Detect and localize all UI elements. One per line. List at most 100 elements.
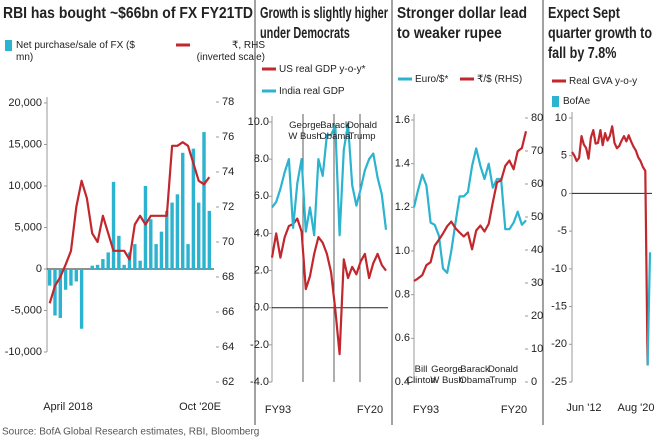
bar (175, 194, 180, 269)
x-tick-label: April 2018 (43, 401, 93, 413)
y2-tick-label: 78 (222, 96, 234, 108)
title-line: Expect Sept (548, 5, 620, 22)
legend-label: Real GVA y-o-y (569, 76, 638, 87)
x-tick-label: FY93 (265, 404, 291, 416)
line-series (571, 125, 649, 366)
title-line: fall by 7.8% (548, 45, 617, 62)
y2-tick-label: 72 (222, 201, 234, 213)
y-tick-label: 8.0 (254, 153, 269, 165)
bar (159, 231, 164, 269)
y-tick-label: 20,000 (8, 97, 42, 109)
y-tick-label: 0 (561, 187, 567, 199)
bar (181, 152, 185, 269)
bar (196, 202, 201, 269)
y-tick-label: 6.0 (254, 190, 269, 202)
y2-tick-label: 80 (531, 112, 543, 124)
y-tick-label: -5,000 (11, 304, 42, 316)
bar (101, 259, 105, 269)
y-tick-label: -5 (557, 225, 567, 237)
chart-title: RBI has bought ~$66bn of FX FY21TD (3, 4, 253, 24)
y-tick-label: 5,000 (14, 221, 42, 233)
bar (186, 244, 190, 269)
bar (122, 264, 126, 269)
bar (165, 210, 169, 269)
y-tick-label: 5 (561, 150, 567, 162)
y2-tick-label: 66 (222, 306, 234, 318)
line-series (48, 141, 211, 304)
y2-tick-label: 60 (531, 178, 543, 190)
y-tick-label: 0.0 (254, 302, 269, 314)
y-tick-label: 4.0 (254, 227, 269, 239)
y-tick-label: -15 (551, 300, 567, 312)
annotation: Barack Obama (459, 364, 491, 386)
y2-tick-label: 20 (531, 310, 543, 322)
y-tick-label: 0.8 (395, 289, 410, 301)
annotation: Barack Obama (319, 120, 351, 142)
title-line: quarter growth to (548, 25, 652, 42)
y2-tick-label: 70 (531, 145, 543, 157)
y-tick-label: 10,000 (8, 180, 42, 192)
line-series (646, 252, 652, 366)
bar (47, 269, 52, 286)
y-tick-label: 1.2 (395, 201, 410, 213)
y2-tick-label: 0 (531, 376, 537, 388)
line-series (412, 147, 527, 274)
y-tick-label: 0.6 (395, 332, 410, 344)
bar (149, 219, 153, 269)
legend-label: India real GDP (279, 86, 345, 97)
bar (95, 264, 100, 269)
y-tick-label: -20 (551, 338, 567, 350)
legend-label: ₹, RHS (inverted scale) (196, 40, 265, 63)
chart-title: Expect Sept quarter growth to fall by 7.8% (548, 4, 652, 64)
title-line: to weaker rupee (397, 25, 502, 42)
line-series (271, 122, 388, 237)
annotation: Donald Trump (487, 364, 519, 386)
legend-swatch (5, 40, 12, 51)
x-tick-label: FY20 (357, 404, 383, 416)
legend-label: US real GDP y-o-y* (279, 64, 366, 75)
bar (202, 132, 206, 269)
y-tick-label: 0.4 (395, 376, 410, 388)
title-line: under Democrats (260, 25, 350, 42)
line-series (270, 217, 387, 356)
annotation: Bill Clinton (406, 364, 436, 386)
bar (207, 210, 212, 269)
title-line: Growth is slightly higher (260, 5, 388, 22)
bar (191, 148, 196, 269)
y2-tick-label: 68 (222, 271, 234, 283)
bar (111, 181, 116, 269)
x-tick-label: Aug '20 (618, 402, 655, 414)
bar (58, 269, 63, 318)
annotation: George W Bush (288, 120, 322, 142)
legend-label: Net purchase/sale of FX ($ mn) (16, 40, 135, 63)
legend-label: BofAe (563, 96, 591, 107)
chart-title: Stronger dollar lead to weaker rupee (397, 4, 527, 44)
y2-tick-label: 74 (222, 166, 234, 178)
x-tick-label: Jun '12 (566, 402, 601, 414)
x-tick-label: FY20 (501, 404, 527, 416)
title-line: RBI has bought ~$66bn of FX FY21TD (3, 5, 253, 22)
y-tick-label: 1.0 (395, 245, 410, 257)
bar (133, 244, 137, 269)
y2-tick-label: 64 (222, 341, 234, 353)
bar (79, 269, 84, 329)
y-tick-label: 10 (555, 112, 567, 124)
bar (90, 265, 94, 269)
bar (69, 269, 73, 286)
y2-tick-label: 10 (531, 343, 543, 355)
y-tick-label: 2.0 (254, 264, 269, 276)
bar (53, 269, 57, 316)
y-tick-label: -10,000 (5, 346, 42, 358)
bar (138, 260, 142, 269)
bar (143, 186, 148, 269)
y-tick-label: 10.0 (248, 116, 269, 128)
annotation: George W Bush (430, 364, 464, 386)
bar (117, 235, 121, 269)
y-tick-label: 1.6 (395, 114, 410, 126)
bar (106, 252, 110, 269)
y-tick-label: -2.0 (250, 339, 269, 351)
legend-label: ₹/$ (RHS) (477, 74, 523, 85)
x-tick-label: FY93 (413, 404, 439, 416)
